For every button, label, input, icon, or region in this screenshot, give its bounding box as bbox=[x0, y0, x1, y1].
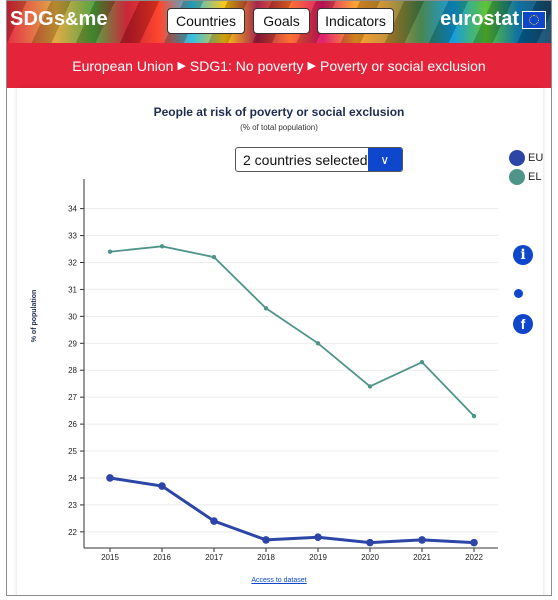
chart-title: People at risk of poverty or social excl… bbox=[153, 105, 405, 119]
twitter-icon[interactable] bbox=[514, 289, 523, 298]
legend-dot-el bbox=[509, 169, 525, 185]
chart-subtitle: (% of total population) bbox=[240, 123, 318, 132]
chevron-down-icon[interactable]: ∨ bbox=[367, 148, 402, 171]
app-frame: European Union ▶ SDG1: No poverty ▶ Pove… bbox=[6, 0, 552, 596]
brand-main: SDGs bbox=[10, 8, 66, 30]
legend-dot-eu bbox=[509, 150, 525, 166]
facebook-icon[interactable]: f bbox=[513, 314, 533, 334]
legend-item-eu[interactable]: EU bbox=[509, 150, 543, 166]
breadcrumb-separator-icon: ▶ bbox=[177, 60, 186, 72]
sdgs-me-logo[interactable]: SDGs&me bbox=[10, 8, 108, 31]
legend-item-el[interactable]: EL bbox=[509, 169, 541, 185]
breadcrumb-item-region[interactable]: European Union bbox=[72, 57, 174, 74]
indicators-button[interactable]: Indicators bbox=[317, 8, 394, 34]
brand-tail: me bbox=[78, 8, 108, 30]
countries-button[interactable]: Countries bbox=[167, 8, 245, 34]
breadcrumb-item-goal[interactable]: SDG1: No poverty bbox=[189, 57, 304, 74]
breadcrumb-item-indicator: Poverty or social exclusion bbox=[319, 57, 486, 74]
country-selector-value: 2 countries selected bbox=[243, 151, 368, 168]
country-selector[interactable]: 2 countries selected ∨ bbox=[235, 147, 403, 172]
eurostat-wordmark: eurostat bbox=[440, 8, 519, 30]
breadcrumb: European Union ▶ SDG1: No poverty ▶ Pove… bbox=[7, 43, 551, 88]
eu-flag-icon bbox=[522, 10, 546, 29]
legend-label-el: EL bbox=[528, 171, 542, 183]
legend-label-eu: EU bbox=[528, 152, 544, 164]
goals-button[interactable]: Goals bbox=[253, 8, 310, 34]
access-dataset-link[interactable]: Access to dataset bbox=[251, 577, 307, 584]
eurostat-logo[interactable]: eurostat bbox=[440, 8, 546, 31]
brand-amp: & bbox=[65, 9, 79, 29]
info-icon[interactable]: i bbox=[513, 245, 533, 265]
breadcrumb-separator-icon: ▶ bbox=[307, 60, 316, 72]
